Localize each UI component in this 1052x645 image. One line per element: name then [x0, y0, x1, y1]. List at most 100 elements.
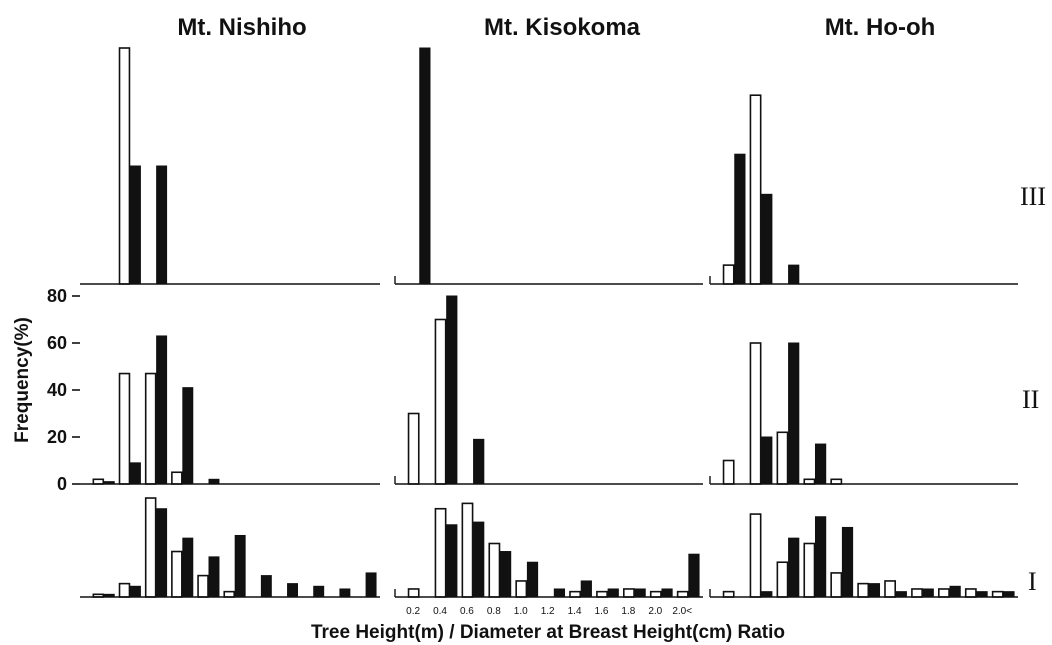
- bar-open: [722, 264, 735, 285]
- bar-open: [171, 550, 183, 598]
- bar-open: [776, 431, 789, 485]
- column-title-2: Mt. Kisokoma: [484, 14, 641, 41]
- bar-open: [515, 580, 528, 598]
- x-tick-label-5: 1.2: [541, 606, 555, 617]
- bar-open: [749, 513, 762, 598]
- bar-solid: [949, 585, 961, 598]
- bar-solid: [788, 537, 800, 598]
- bar-solid: [260, 575, 272, 598]
- bar-solid: [868, 583, 881, 598]
- bar-solid: [129, 462, 141, 485]
- row-label-ii: II: [1022, 385, 1039, 414]
- y-axis-title: Frequency(%): [12, 317, 33, 443]
- bar-open: [623, 588, 635, 598]
- bar-solid: [182, 537, 194, 598]
- x-tick-label-7: 1.6: [595, 606, 609, 617]
- bar-solid: [607, 588, 619, 598]
- y-tick-label-0: 0: [57, 474, 67, 494]
- bar-open: [223, 590, 235, 598]
- bar-solid: [313, 585, 325, 598]
- bar-open: [118, 372, 131, 485]
- y-tick-label-80: 80: [47, 286, 67, 306]
- bar-solid: [814, 443, 827, 485]
- bar-open: [884, 580, 897, 598]
- bar-solid: [788, 264, 800, 285]
- bar-open: [749, 342, 762, 485]
- bar-solid: [182, 387, 194, 485]
- x-tick-label-3: 0.8: [487, 606, 501, 617]
- bar-open: [171, 471, 183, 485]
- bar-solid: [446, 295, 458, 485]
- bar-open: [596, 590, 608, 598]
- bar-open: [118, 47, 131, 285]
- y-tick-label-40: 40: [47, 380, 67, 400]
- y-tick-label-20: 20: [47, 427, 67, 447]
- x-tick-label-9: 2.0: [648, 606, 662, 617]
- bar-solid: [419, 47, 431, 285]
- bar-solid: [976, 591, 988, 598]
- bar-solid: [634, 588, 646, 598]
- bar-open: [749, 94, 762, 285]
- x-tick-label-8: 1.8: [621, 606, 635, 617]
- bar-solid: [156, 335, 168, 485]
- x-tick-label-10: 2.0<: [672, 606, 692, 617]
- bar-open: [676, 590, 689, 598]
- bar-open: [197, 574, 209, 598]
- bar-solid: [473, 521, 485, 598]
- bar-solid: [129, 585, 141, 598]
- bar-solid: [895, 591, 907, 598]
- bar-open: [569, 590, 582, 598]
- bar-solid: [553, 588, 566, 598]
- bar-open: [407, 412, 420, 485]
- x-axis-title: Tree Height(m) / Diameter at Breast Heig…: [311, 622, 785, 643]
- bar-solid: [287, 583, 299, 598]
- bar-solid: [788, 342, 800, 485]
- bar-solid: [208, 556, 220, 598]
- bar-open: [144, 497, 157, 598]
- x-tick-label-4: 1.0: [514, 606, 528, 617]
- row-label-iii: III: [1020, 182, 1046, 211]
- bar-solid: [814, 516, 827, 598]
- bar-open: [722, 590, 735, 598]
- bar-open: [776, 561, 789, 598]
- bar-open: [434, 318, 447, 485]
- bar-solid: [761, 591, 773, 598]
- bars: [92, 47, 1015, 598]
- bar-solid: [156, 165, 168, 285]
- bar-open: [434, 507, 447, 598]
- bar-solid: [446, 524, 458, 598]
- x-tick-label-1: 0.4: [433, 606, 447, 617]
- column-title-3: Mt. Ho-oh: [825, 14, 936, 41]
- bar-solid: [688, 553, 700, 598]
- column-title-1: Mt. Nishiho: [177, 14, 306, 41]
- y-tick-label-60: 60: [47, 333, 67, 353]
- bar-solid: [922, 588, 934, 598]
- bar-open: [830, 572, 843, 598]
- bar-solid: [841, 526, 854, 598]
- column-titles: Mt. Nishiho Mt. Kisokoma Mt. Ho-oh: [177, 14, 935, 41]
- bar-solid: [473, 438, 485, 485]
- bar-solid: [1003, 591, 1015, 598]
- bar-solid: [365, 572, 377, 598]
- bar-solid: [661, 588, 673, 598]
- bar-open: [407, 588, 420, 598]
- bar-solid: [129, 165, 141, 285]
- bar-open: [118, 582, 131, 598]
- bar-open: [857, 582, 870, 598]
- bar-open: [722, 459, 735, 485]
- bar-open: [938, 588, 950, 598]
- bar-solid: [761, 436, 773, 485]
- bar-open: [803, 542, 816, 598]
- bar-open: [649, 590, 662, 598]
- bar-solid: [761, 193, 773, 285]
- x-tick-label-0: 0.2: [406, 606, 420, 617]
- bar-open: [964, 588, 977, 598]
- x-tick-label-2: 0.6: [460, 606, 474, 617]
- x-tick-label-6: 1.4: [568, 606, 582, 617]
- bar-solid: [580, 580, 592, 598]
- bar-solid: [156, 508, 168, 598]
- bar-open: [488, 542, 501, 598]
- bar-open: [461, 502, 474, 598]
